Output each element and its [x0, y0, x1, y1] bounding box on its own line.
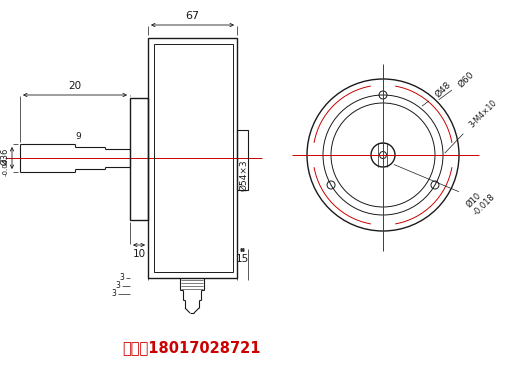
- Text: 67: 67: [185, 11, 200, 21]
- Text: 20: 20: [68, 81, 81, 91]
- Text: 3: 3: [111, 289, 116, 297]
- Text: Ø10
-0.018: Ø10 -0.018: [394, 164, 497, 217]
- Text: Ø48: Ø48: [422, 80, 454, 106]
- Text: 10: 10: [132, 249, 146, 259]
- Text: Ø54×3: Ø54×3: [239, 159, 248, 191]
- Text: Ø60: Ø60: [439, 70, 476, 100]
- Bar: [148, 38, 237, 278]
- Text: Ø36: Ø36: [0, 147, 9, 165]
- Text: 3-M4×10: 3-M4×10: [445, 98, 498, 153]
- Text: 3: 3: [119, 272, 124, 282]
- Text: 15: 15: [236, 254, 249, 264]
- Bar: [130, 98, 148, 220]
- Text: 9: 9: [75, 132, 81, 141]
- Text: 3: 3: [115, 280, 120, 290]
- Text: -0.01
-0.04: -0.01 -0.04: [0, 158, 9, 176]
- Bar: [237, 130, 248, 190]
- Text: 手机：18017028721: 手机：18017028721: [123, 340, 261, 355]
- Bar: [154, 44, 233, 272]
